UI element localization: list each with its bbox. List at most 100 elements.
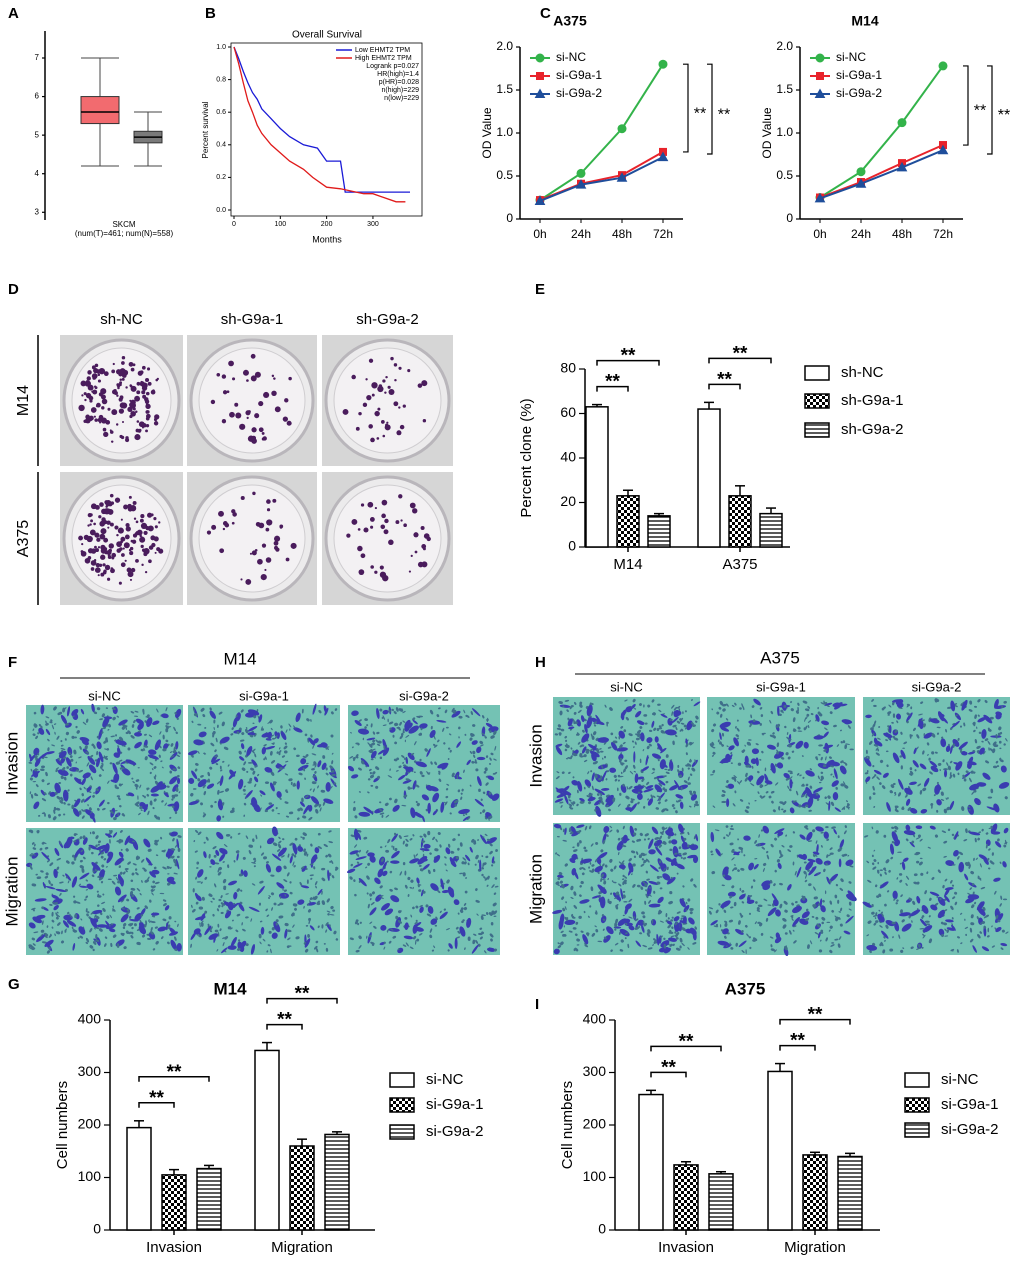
cell xyxy=(55,759,62,766)
cell xyxy=(449,812,452,815)
bar xyxy=(802,1154,828,1231)
cell xyxy=(461,861,465,865)
cell xyxy=(445,847,451,855)
cell xyxy=(420,727,423,731)
point xyxy=(938,61,948,71)
colony xyxy=(86,376,91,381)
cell xyxy=(222,815,225,818)
colony xyxy=(366,394,372,401)
cell xyxy=(83,786,86,790)
cell xyxy=(246,770,249,773)
cell xyxy=(415,784,420,788)
cell xyxy=(285,815,290,818)
cell xyxy=(66,920,77,927)
cell xyxy=(325,947,329,952)
cell xyxy=(116,943,120,948)
cell xyxy=(352,806,356,812)
cell xyxy=(379,885,383,889)
cell xyxy=(102,893,105,896)
cell xyxy=(109,809,113,813)
x-tick-label: Migration xyxy=(271,1239,333,1256)
cell xyxy=(357,728,370,735)
cell xyxy=(472,708,481,717)
cell xyxy=(358,935,362,940)
colony xyxy=(147,512,153,518)
colony xyxy=(234,402,239,407)
y-tick-label: 300 xyxy=(583,1063,607,1079)
cell xyxy=(354,720,362,726)
cell xyxy=(118,851,124,858)
cell xyxy=(113,817,117,821)
legend-label: si-G9a-1 xyxy=(836,68,882,82)
cell xyxy=(92,831,95,835)
cell xyxy=(285,729,288,733)
cell xyxy=(124,835,131,846)
cell xyxy=(40,765,46,769)
cell xyxy=(391,833,398,842)
cell xyxy=(210,926,213,931)
cell xyxy=(347,765,355,772)
cell xyxy=(395,707,399,712)
cell xyxy=(314,880,318,886)
cell xyxy=(478,788,481,793)
cell xyxy=(429,729,436,738)
cell xyxy=(96,741,102,750)
cell xyxy=(214,929,219,933)
colony xyxy=(140,514,145,519)
cell xyxy=(240,940,247,948)
cell xyxy=(416,802,420,807)
annotation: p(HR)=0.028 xyxy=(379,79,419,86)
cell xyxy=(79,787,82,791)
cell xyxy=(217,789,220,795)
row-label: M14 xyxy=(15,385,32,416)
colony xyxy=(211,524,217,530)
cell xyxy=(165,739,169,743)
cell xyxy=(427,802,431,814)
cell xyxy=(388,797,392,801)
cell xyxy=(407,894,410,898)
colony xyxy=(108,548,112,553)
cell xyxy=(200,920,204,924)
cell xyxy=(305,925,309,927)
cell xyxy=(142,934,146,938)
column-label: sh-G9a-1 xyxy=(221,311,284,328)
cell xyxy=(485,722,493,728)
chart-title: A375 xyxy=(553,13,587,29)
y-tick-label: 1.5 xyxy=(496,82,513,96)
cell xyxy=(293,854,297,858)
cell xyxy=(300,866,305,870)
cell xyxy=(354,815,358,819)
legend-label: sh-NC xyxy=(841,364,884,381)
cell xyxy=(241,767,246,771)
cell xyxy=(135,779,140,782)
cell xyxy=(270,874,275,877)
cell xyxy=(402,720,406,723)
bar xyxy=(616,495,640,548)
colony xyxy=(235,412,242,419)
y-tick-label: 1.0 xyxy=(776,125,793,139)
cell xyxy=(416,877,420,884)
cell xyxy=(59,840,62,845)
cell xyxy=(382,715,386,720)
cell xyxy=(224,936,229,940)
cell xyxy=(169,776,178,785)
cell xyxy=(372,771,376,775)
cell xyxy=(265,908,268,912)
colony xyxy=(97,574,100,577)
series-line xyxy=(819,65,944,199)
cell xyxy=(317,760,322,768)
cell xyxy=(397,726,401,731)
point xyxy=(617,124,627,134)
cell xyxy=(413,854,416,859)
cell xyxy=(149,800,153,806)
cell xyxy=(326,910,331,913)
colony xyxy=(124,559,127,562)
colony xyxy=(226,390,230,394)
cell xyxy=(71,876,78,888)
cell xyxy=(360,757,370,767)
annotation: ** xyxy=(974,103,986,120)
cell xyxy=(268,930,272,934)
x-tick-label: Invasion xyxy=(146,1239,202,1256)
bar xyxy=(254,1049,280,1231)
cell xyxy=(188,777,195,785)
